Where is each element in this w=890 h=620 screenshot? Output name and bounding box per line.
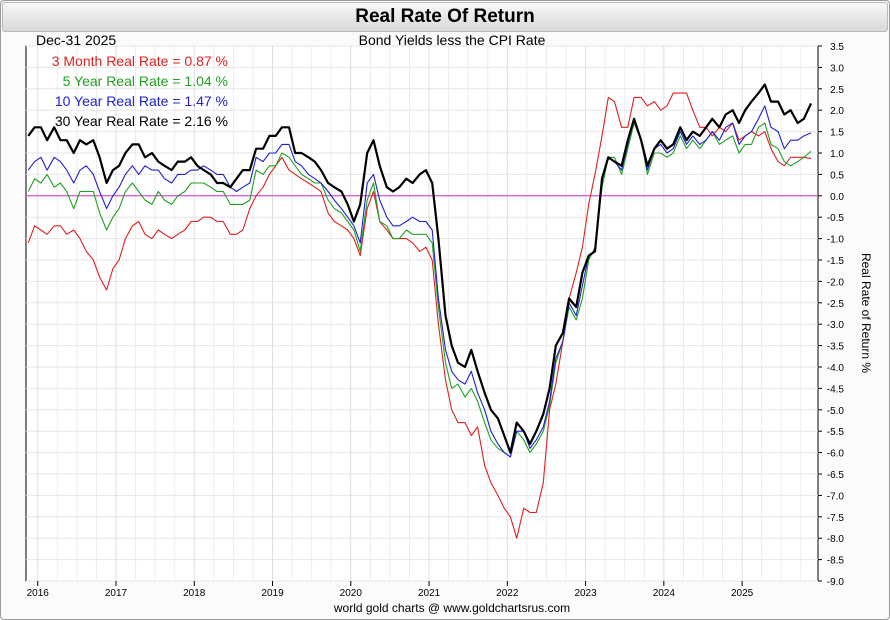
x-tick-label: 2024 [653, 588, 676, 599]
x-tick-label: 2020 [340, 588, 363, 599]
x-tick-label: 2018 [183, 588, 206, 599]
x-tick-label: 2025 [731, 588, 754, 599]
chart-title: Real Rate Of Return [2, 2, 888, 32]
x-tick-label: 2022 [496, 588, 519, 599]
footer-credit: world gold charts @ www.goldchartsrus.co… [333, 601, 570, 615]
legend-entry-3-month: 3 Month Real Rate = 0.87 % [52, 53, 228, 69]
legend-entry-30-year: 30 Year Real Rate = 2.16 % [55, 113, 228, 129]
y-tick-label: 3.5 [830, 42, 844, 53]
y-tick-label: -7.5 [827, 513, 845, 524]
y-tick-label: 1.5 [830, 128, 844, 139]
y-tick-label: -8.5 [827, 556, 845, 567]
y-tick-label: -2.5 [827, 299, 845, 310]
x-tick-label: 2017 [105, 588, 128, 599]
y-tick-label: 0.0 [830, 192, 844, 203]
y-tick-label: -6.0 [827, 449, 845, 460]
y-tick-label: -1.5 [827, 256, 845, 267]
y-tick-label: 0.5 [830, 170, 844, 181]
y-tick-label: -0.5 [827, 213, 845, 224]
y-tick-label: 1.0 [830, 149, 844, 160]
plot-background [25, 45, 819, 582]
series-line-5-year-real-rate [27, 122, 812, 458]
y-tick-label: -6.5 [827, 470, 845, 481]
legend: 3 Month Real Rate = 0.87 % 5 Year Real R… [52, 53, 228, 129]
y-tick-label: 2.0 [830, 106, 844, 117]
series-line-10-year-real-rate [27, 105, 812, 458]
y-tick-label: -5.0 [827, 406, 845, 417]
y-tick-label: 3.0 [830, 63, 844, 74]
y-tick-label: -7.0 [827, 491, 845, 502]
x-tick-label: 2016 [27, 588, 50, 599]
y-tick-label: 2.5 [830, 85, 844, 96]
x-tick-label: 2021 [418, 588, 441, 599]
y-tick-label: -1.0 [827, 235, 845, 246]
y-tick-label: -5.5 [827, 427, 845, 438]
x-tick-label: 2019 [261, 588, 284, 599]
y-axis-label: Real Rate of Return % [859, 253, 873, 373]
legend-entry-10-year: 10 Year Real Rate = 1.47 % [55, 93, 228, 109]
series-line-30-year-real-rate [27, 83, 812, 454]
series-line-3-month-real-rate [27, 92, 812, 539]
y-tick-label: -4.0 [827, 363, 845, 374]
chart-subtitle: Bond Yields less the CPI Rate [359, 32, 546, 48]
grid-layer [26, 45, 818, 582]
x-tick-label: 2023 [574, 588, 597, 599]
y-tick-label: -9.0 [827, 577, 845, 588]
series-layer [27, 83, 812, 539]
date-label: Dec-31 2025 [36, 32, 116, 48]
y-tick-label: -4.5 [827, 384, 845, 395]
y-tick-label: -8.0 [827, 534, 845, 545]
legend-entry-5-year: 5 Year Real Rate = 1.04 % [63, 73, 228, 89]
y-tick-label: -3.0 [827, 320, 845, 331]
y-tick-label: -2.0 [827, 277, 845, 288]
axis-layer: -9.0 -8.5 -8.0 -7.5 -7.0 -6.5 -6.0 -5.5 -5.0 -4.5… [27, 42, 845, 599]
y-tick-label: -3.5 [827, 342, 845, 353]
